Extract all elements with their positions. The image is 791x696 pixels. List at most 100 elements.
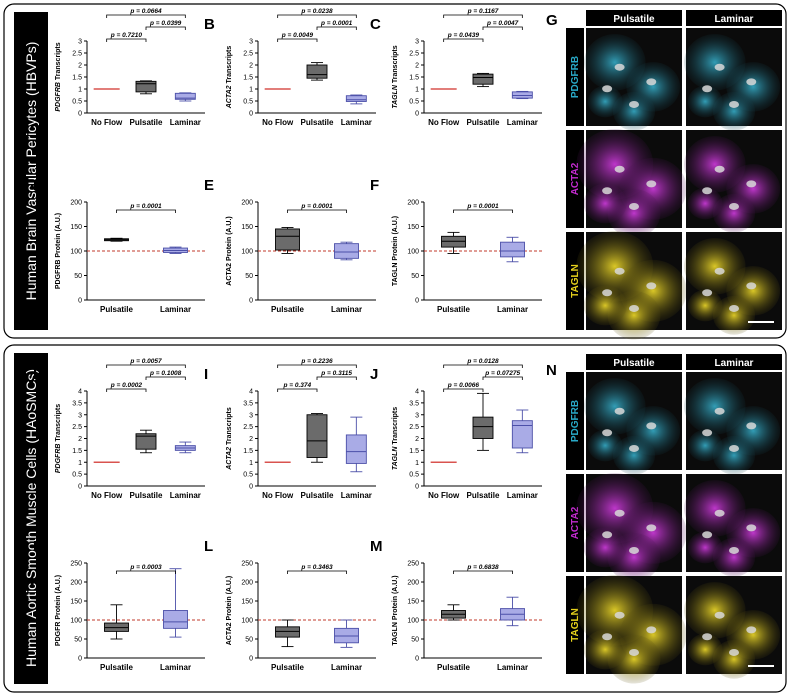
x-tick-label: Pulsatile	[467, 118, 500, 127]
x-tick-label: Laminar	[507, 491, 538, 500]
nucleus	[646, 180, 657, 188]
y-tick-label: 50	[245, 637, 253, 644]
y-tick-label: 100	[241, 618, 253, 625]
p-value-label: p = 0.3463	[300, 564, 333, 571]
nucleus	[729, 444, 739, 452]
bracket-line	[443, 38, 484, 42]
y-tick-label: 0	[415, 656, 419, 663]
bracket-line	[116, 570, 176, 574]
nucleus	[729, 304, 739, 312]
y-tick-label: 2	[415, 436, 419, 443]
nucleus	[614, 165, 625, 173]
y-tick-label: 50	[411, 273, 419, 280]
y-axis-label: TAGLN Transcripts	[392, 45, 399, 108]
stain-region	[587, 429, 623, 462]
bracket-line	[453, 209, 513, 213]
chart-f: F 0 50 100 150 200 TAGLN Protein (A.U.) Pulsati…	[370, 177, 542, 314]
y-tick-label: 3	[415, 39, 419, 46]
y-tick-label: 200	[70, 200, 82, 207]
section2-frame	[3, 344, 787, 693]
y-tick-label: 0	[415, 111, 419, 118]
panel-letter: A	[33, 16, 44, 33]
x-tick-label: No Flow	[428, 491, 460, 500]
nucleus	[714, 509, 725, 517]
x-tick-label: Laminar	[170, 118, 201, 127]
stain-region	[712, 639, 756, 679]
box-laminar	[334, 241, 359, 261]
section2-banner: Human Aortic Smooth Muscle Cells (HAoSMC…	[14, 353, 48, 684]
box-laminar	[500, 596, 525, 627]
y-tick-label: 3	[249, 412, 253, 419]
box-iqr	[500, 241, 525, 258]
nucleus	[714, 165, 725, 173]
bracket-line	[145, 376, 186, 380]
column-header-bg	[686, 354, 782, 370]
p-value-bracket: p = 0.0001	[287, 203, 347, 213]
micrograph-image	[576, 473, 687, 582]
p-value-bracket: p = 0.3115	[316, 370, 357, 380]
y-tick-label: 250	[407, 561, 419, 568]
box-iqr	[135, 433, 157, 450]
y-tick-label: 1.5	[72, 448, 82, 455]
y-axis-label: PDGFRB Transcripts	[55, 42, 62, 111]
y-tick-label: 100	[70, 249, 82, 256]
nucleus	[746, 180, 757, 188]
p-value-label: p = 0.0066	[447, 382, 480, 389]
y-tick-label: 2.5	[243, 424, 253, 431]
chart-l: L 0 50 100 150 200 250 ACTA2 Protein (A.U.) Puls…	[204, 538, 376, 672]
x-tick-label: Laminar	[331, 663, 362, 672]
bracket-line	[106, 388, 147, 392]
p-value-bracket: p = 0.1167	[443, 8, 523, 18]
p-value-bracket: p = 0.1008	[145, 370, 186, 380]
box-iqr	[345, 434, 367, 464]
y-tick-label: 1.5	[409, 75, 419, 82]
box-pulsatile	[306, 413, 328, 463]
y-tick-label: 0	[78, 111, 82, 118]
bracket-line	[277, 388, 318, 392]
y-tick-label: 0	[78, 298, 82, 305]
nucleus	[746, 524, 757, 532]
y-tick-label: 0.5	[72, 99, 82, 106]
y-tick-label: 150	[241, 224, 253, 231]
p-value-label: p = 0.0047	[486, 20, 519, 27]
stain-region	[712, 193, 756, 233]
box-iqr	[163, 610, 188, 629]
box-laminar	[511, 90, 533, 100]
stain-region	[687, 633, 723, 666]
y-tick-label: 3.5	[72, 400, 82, 407]
p-value-label: p = 0.0003	[129, 564, 162, 571]
box-pulsatile	[275, 227, 300, 254]
y-tick-label: 250	[70, 561, 82, 568]
micrograph-image	[684, 576, 782, 679]
bracket-line	[482, 26, 523, 30]
nucleus	[646, 282, 657, 290]
box-iqr	[275, 626, 300, 638]
column-header-laminar: Laminar	[715, 14, 754, 25]
bracket-line	[443, 388, 484, 392]
x-tick-label: Pulsatile	[437, 663, 470, 672]
y-axis-label: ACTA2 Protein (A.U.)	[226, 576, 233, 645]
column-header-pulsatile: Pulsatile	[613, 358, 655, 369]
nucleus	[629, 444, 639, 452]
nucleus	[629, 100, 639, 108]
y-tick-label: 3	[78, 39, 82, 46]
panel-letter: K	[33, 538, 44, 555]
p-value-bracket: p = 0.0001	[116, 203, 176, 213]
chart-e: E 0 50 100 150 200 ACTA2 Protein (A.U.) Pulsati…	[204, 177, 376, 314]
y-tick-label: 150	[70, 224, 82, 231]
bracket-line	[145, 26, 186, 30]
column-header-pulsatile: Pulsatile	[613, 14, 655, 25]
row-label-tagln: TAGLN	[570, 608, 581, 642]
y-tick-label: 1	[249, 87, 253, 94]
x-tick-label: Laminar	[331, 305, 362, 314]
box-pulsatile	[441, 231, 466, 254]
p-value-label: p = 0.3115	[320, 370, 352, 377]
y-axis-label-rest: Transcripts	[226, 46, 233, 86]
y-axis-label: ACTA2 Transcripts	[226, 46, 233, 110]
column-header-bg	[586, 354, 682, 370]
micrograph-image	[576, 129, 687, 238]
y-tick-label: 3.5	[243, 400, 253, 407]
y-tick-label: 50	[74, 637, 82, 644]
x-tick-label: Laminar	[497, 663, 528, 672]
box-laminar	[500, 236, 525, 263]
